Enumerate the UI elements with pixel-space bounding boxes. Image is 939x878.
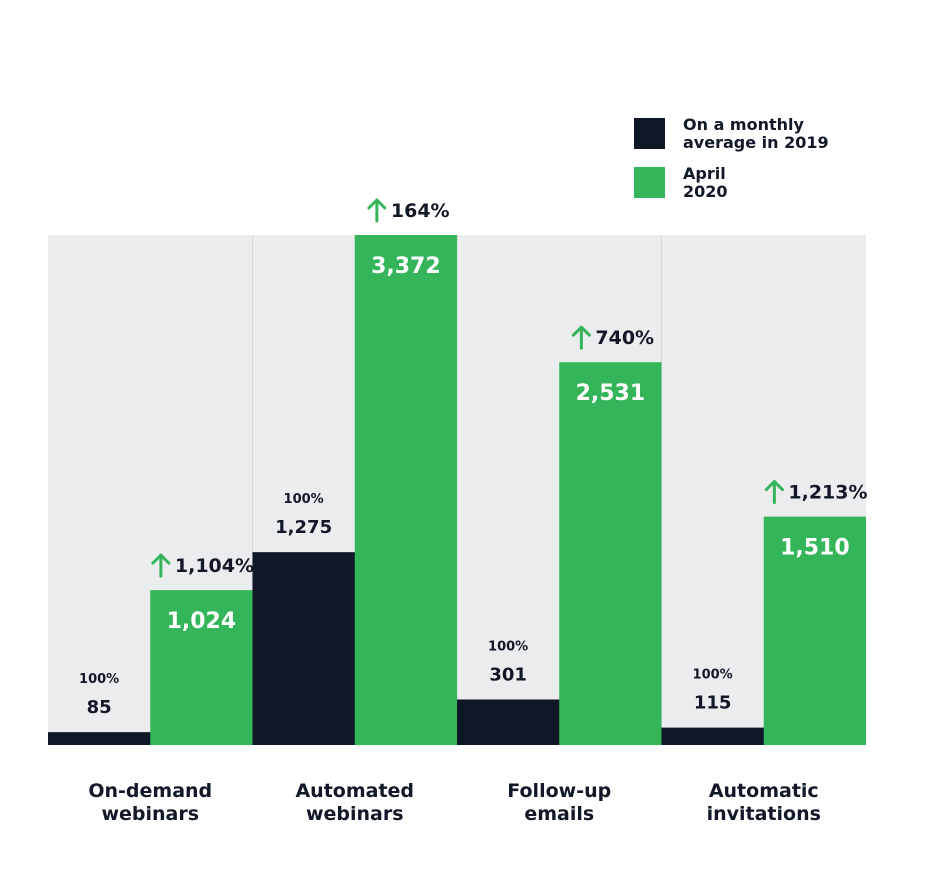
growth-percent-label: 1,213%	[788, 482, 867, 504]
legend-label-line2: average in 2019	[683, 133, 829, 152]
category-label-line1: Automated	[295, 780, 414, 802]
legend-label-line1: April	[683, 164, 726, 183]
legend-swatch	[634, 118, 665, 149]
bar-2019-value-label: 301	[489, 664, 527, 685]
bar-2019-value-label: 115	[694, 693, 732, 714]
growth-indicator: 1,213%	[764, 480, 868, 505]
chart-bars	[48, 235, 866, 745]
legend-swatch	[634, 167, 665, 198]
bar-2019	[48, 732, 152, 745]
bar-2019-percent-label: 100%	[79, 672, 119, 687]
bar-2020	[150, 590, 253, 745]
bar-2020-value-label: 1,510	[780, 536, 850, 561]
up-arrow-head-icon	[571, 325, 591, 337]
bar-2019-value-label: 85	[87, 697, 112, 718]
bar-2020	[354, 235, 457, 745]
bar-2019	[457, 699, 561, 745]
category-label-line1: Follow-up	[507, 780, 611, 802]
bar-2019	[661, 727, 765, 745]
bar-2020-value-label: 1,024	[167, 609, 237, 634]
up-arrow-head-icon	[151, 553, 171, 565]
legend-label-line2: 2020	[683, 182, 728, 201]
growth-indicator: 740%	[571, 325, 654, 350]
bar-2019-percent-label: 100%	[488, 639, 528, 654]
category-label-line1: Automatic	[709, 780, 819, 802]
category-label-line2: emails	[524, 803, 594, 825]
growth-indicator: 164%	[367, 198, 450, 223]
bar-2019-percent-label: 100%	[284, 492, 324, 507]
chart-labels: 100%851,0241,104%On-demandwebinars100%1,…	[79, 198, 868, 825]
bar-2019	[252, 552, 356, 745]
growth-percent-label: 164%	[391, 200, 450, 222]
growth-percent-label: 740%	[595, 327, 654, 349]
category-label-line2: webinars	[306, 803, 404, 825]
up-arrow-head-icon	[764, 480, 784, 492]
bar-2019-value-label: 1,275	[275, 517, 332, 538]
growth-indicator: 1,104%	[151, 553, 254, 578]
bar-2020-value-label: 3,372	[371, 254, 441, 279]
category-label-line2: webinars	[101, 803, 199, 825]
bar-2020	[763, 516, 866, 745]
up-arrow-head-icon	[367, 198, 387, 210]
bar-2019-percent-label: 100%	[693, 668, 733, 683]
legend-label-line1: On a monthly	[683, 115, 805, 134]
growth-percent-label: 1,104%	[175, 555, 254, 577]
category-label-line2: invitations	[707, 803, 821, 825]
bar-2020	[559, 362, 662, 745]
bar-2020-value-label: 2,531	[576, 381, 646, 406]
category-label-line1: On-demand	[88, 780, 212, 802]
